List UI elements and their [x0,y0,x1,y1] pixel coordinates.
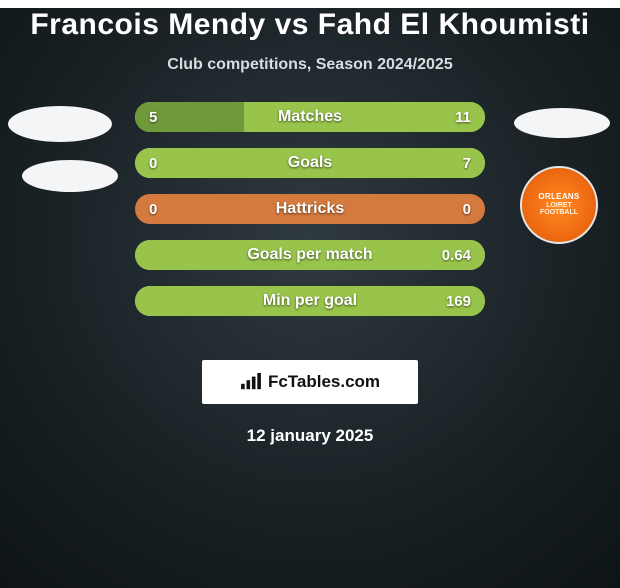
stat-row: 07Goals [135,148,485,178]
stats-area: ORLEANS LOIRET FOOTBALL 511Matches 07Goal… [0,102,620,342]
club-right-badge: ORLEANS LOIRET FOOTBALL [520,166,598,244]
stat-label: Min per goal [135,286,485,316]
stat-label: Goals per match [135,240,485,270]
stat-row: 0.64Goals per match [135,240,485,270]
stat-label: Matches [135,102,485,132]
stat-label: Goals [135,148,485,178]
bar-chart-icon [240,373,262,391]
date-label: 12 january 2025 [0,426,620,446]
stat-row: 00Hattricks [135,194,485,224]
stat-row: 169Min per goal [135,286,485,316]
stat-label: Hattricks [135,194,485,224]
brand-text: FcTables.com [268,372,380,392]
brand-box: FcTables.com [202,360,418,404]
page-title: Francois Mendy vs Fahd El Khoumisti [0,8,620,42]
club-right-line1: ORLEANS [538,193,579,202]
comparison-bars: 511Matches 07Goals 00Hattricks 0.64Goals pe… [135,102,485,332]
player-left-badge-2 [22,160,118,192]
stat-row: 511Matches [135,102,485,132]
club-right-line2: LOIRET [546,202,572,210]
player-left-badge-1 [8,106,112,142]
club-right-line3: FOOTBALL [540,209,578,217]
player-right-badge-1 [514,108,610,138]
subtitle: Club competitions, Season 2024/2025 [0,56,620,74]
